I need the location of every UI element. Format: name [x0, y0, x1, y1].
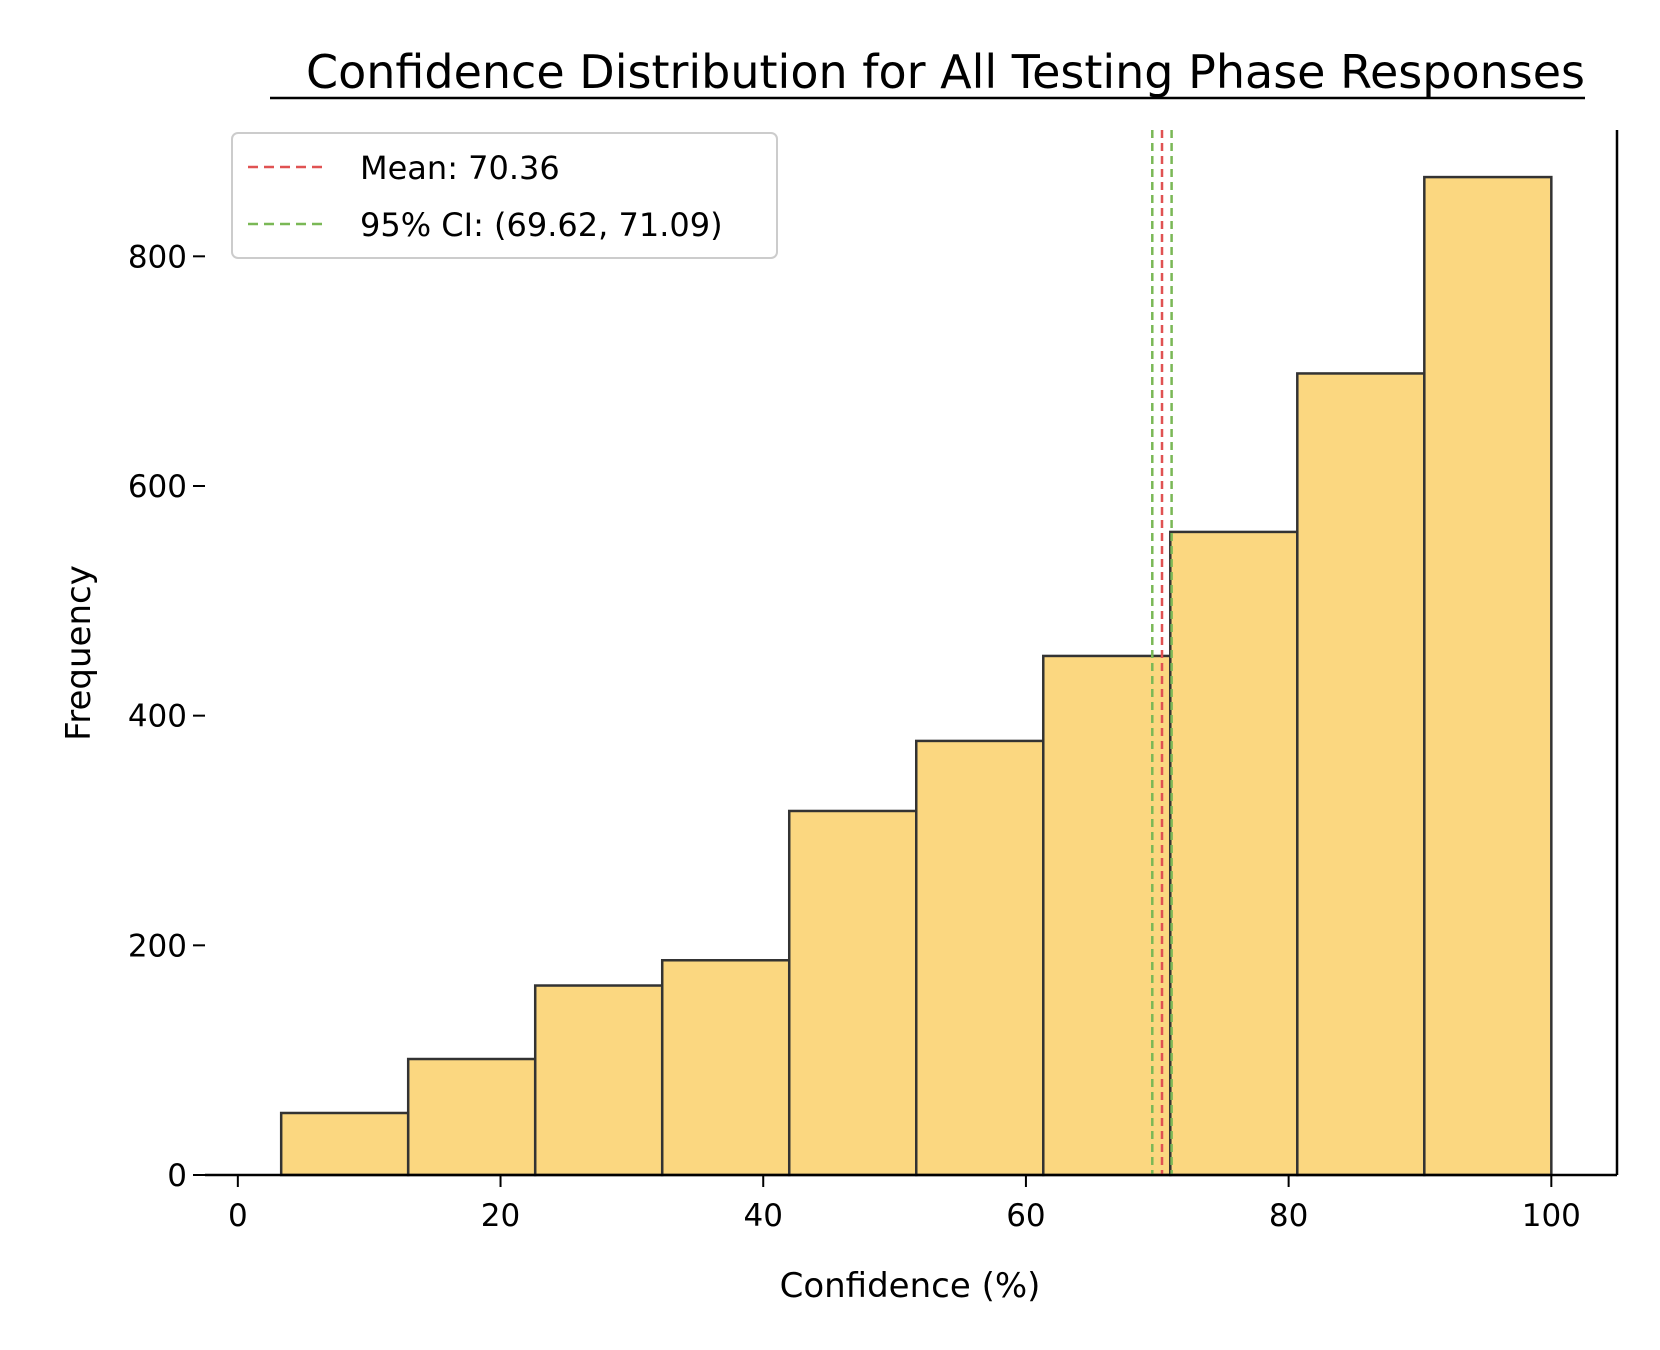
x-tick-label-20: 20 — [481, 1198, 520, 1234]
y-tick-label-0: 0 — [167, 1158, 187, 1194]
legend-mean-label: Mean: 70.36 — [360, 149, 560, 187]
x-tick-label-100: 100 — [1522, 1198, 1581, 1234]
y-tick-label-200: 200 — [128, 928, 187, 964]
histogram-bar-1 — [279, 1111, 410, 1177]
x-tick-label-40: 40 — [744, 1198, 783, 1234]
x-tick-label-60: 60 — [1006, 1198, 1045, 1234]
legend: Mean: 70.36 95% CI: (69.62, 71.09) — [231, 132, 778, 259]
x-tick-label-0: 0 — [228, 1198, 248, 1234]
y-tick-label-800: 800 — [128, 239, 187, 275]
histogram-bar-2 — [406, 1057, 537, 1177]
y-tick-label-600: 600 — [128, 469, 187, 505]
x-tick-label-80: 80 — [1269, 1198, 1308, 1234]
y-tick-label-400: 400 — [128, 699, 187, 735]
y-axis-label: Frequency — [59, 565, 99, 741]
x-axis-label: Confidence (%) — [780, 1266, 1041, 1306]
histogram-bar-6 — [915, 739, 1045, 1177]
chart-title: Confidence Distribution for All Testing … — [306, 45, 1585, 99]
axes-layer: 0 20 40 60 80 100 0 200 400 600 800 — [128, 130, 1619, 1234]
histogram-bar-9 — [1296, 372, 1426, 1177]
bars-layer — [279, 175, 1553, 1177]
histogram-bar-8 — [1169, 530, 1299, 1177]
histogram-bar-10 — [1423, 175, 1553, 1177]
histogram-bar-5 — [787, 809, 918, 1177]
reference-lines-layer — [1151, 130, 1173, 1175]
histogram-bar-4 — [660, 959, 791, 1177]
legend-ci-label: 95% CI: (69.62, 71.09) — [360, 206, 723, 244]
legend-frame — [231, 132, 778, 259]
histogram-bar-3 — [533, 984, 664, 1177]
